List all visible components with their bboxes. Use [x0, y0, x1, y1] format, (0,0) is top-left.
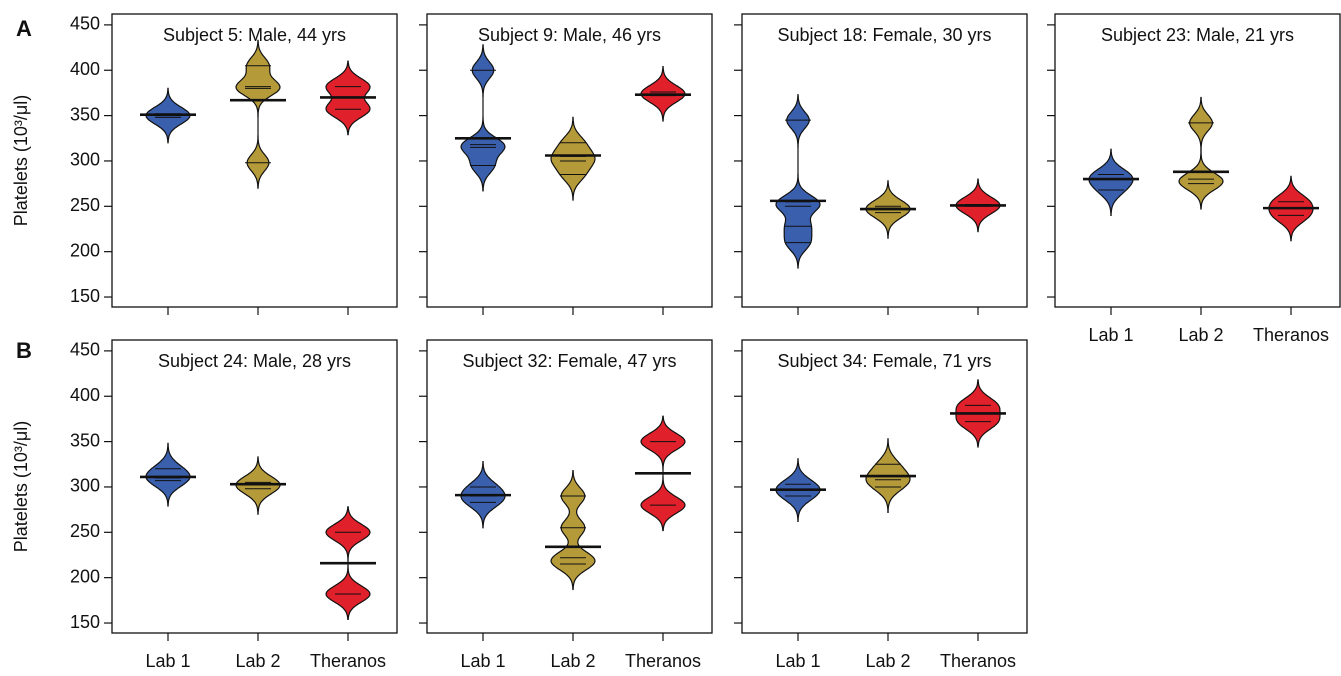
panel-frame [741, 13, 1028, 308]
panel-letter: B [16, 338, 32, 363]
y-tick-label: 150 [70, 612, 100, 632]
x-tick-label: Theranos [625, 651, 701, 671]
y-tick-label: 200 [70, 566, 100, 586]
bean [640, 415, 686, 532]
bean [550, 470, 596, 591]
x-tick-label: Lab 1 [775, 651, 820, 671]
x-tick-label: Lab 2 [1178, 325, 1223, 345]
y-tick-label: 350 [70, 104, 100, 124]
bean [325, 506, 371, 620]
y-axis-label: Platelets (10³/μl) [11, 95, 31, 226]
x-tick-label: Theranos [310, 651, 386, 671]
y-tick-label: 350 [70, 430, 100, 450]
x-tick-label: Lab 2 [550, 651, 595, 671]
x-tick-label: Lab 2 [235, 651, 280, 671]
y-axis-label: Platelets (10³/μl) [11, 421, 31, 552]
bean [550, 116, 596, 201]
y-tick-label: 400 [70, 59, 100, 79]
bean [235, 456, 281, 515]
bean [775, 94, 821, 269]
panel-title: Subject 9: Male, 46 yrs [478, 25, 661, 45]
x-tick-label: Lab 1 [145, 651, 190, 671]
panel-title: Subject 18: Female, 30 yrs [777, 25, 991, 45]
y-tick-label: 450 [70, 14, 100, 34]
y-tick-label: 150 [70, 286, 100, 306]
x-tick-label: Theranos [1253, 325, 1329, 345]
panel-frame [1054, 13, 1341, 308]
bean [460, 44, 506, 192]
panel-letter: A [16, 16, 32, 41]
y-tick-label: 200 [70, 240, 100, 260]
y-tick-label: 300 [70, 476, 100, 496]
panel-title: Subject 34: Female, 71 yrs [777, 351, 991, 371]
bean [235, 39, 281, 189]
bean [1178, 96, 1224, 210]
x-tick-label: Lab 2 [865, 651, 910, 671]
bean [1088, 148, 1134, 216]
x-tick-label: Lab 1 [1088, 325, 1133, 345]
bean [145, 442, 191, 507]
panel-title: Subject 32: Female, 47 yrs [462, 351, 676, 371]
y-tick-label: 400 [70, 385, 100, 405]
panel-title: Subject 24: Male, 28 yrs [158, 351, 351, 371]
panel-title: Subject 5: Male, 44 yrs [163, 25, 346, 45]
y-tick-label: 250 [70, 521, 100, 541]
x-tick-label: Lab 1 [460, 651, 505, 671]
y-tick-label: 250 [70, 195, 100, 215]
y-tick-label: 450 [70, 340, 100, 360]
panel-title: Subject 23: Male, 21 yrs [1101, 25, 1294, 45]
y-tick-label: 300 [70, 150, 100, 170]
x-tick-label: Theranos [940, 651, 1016, 671]
